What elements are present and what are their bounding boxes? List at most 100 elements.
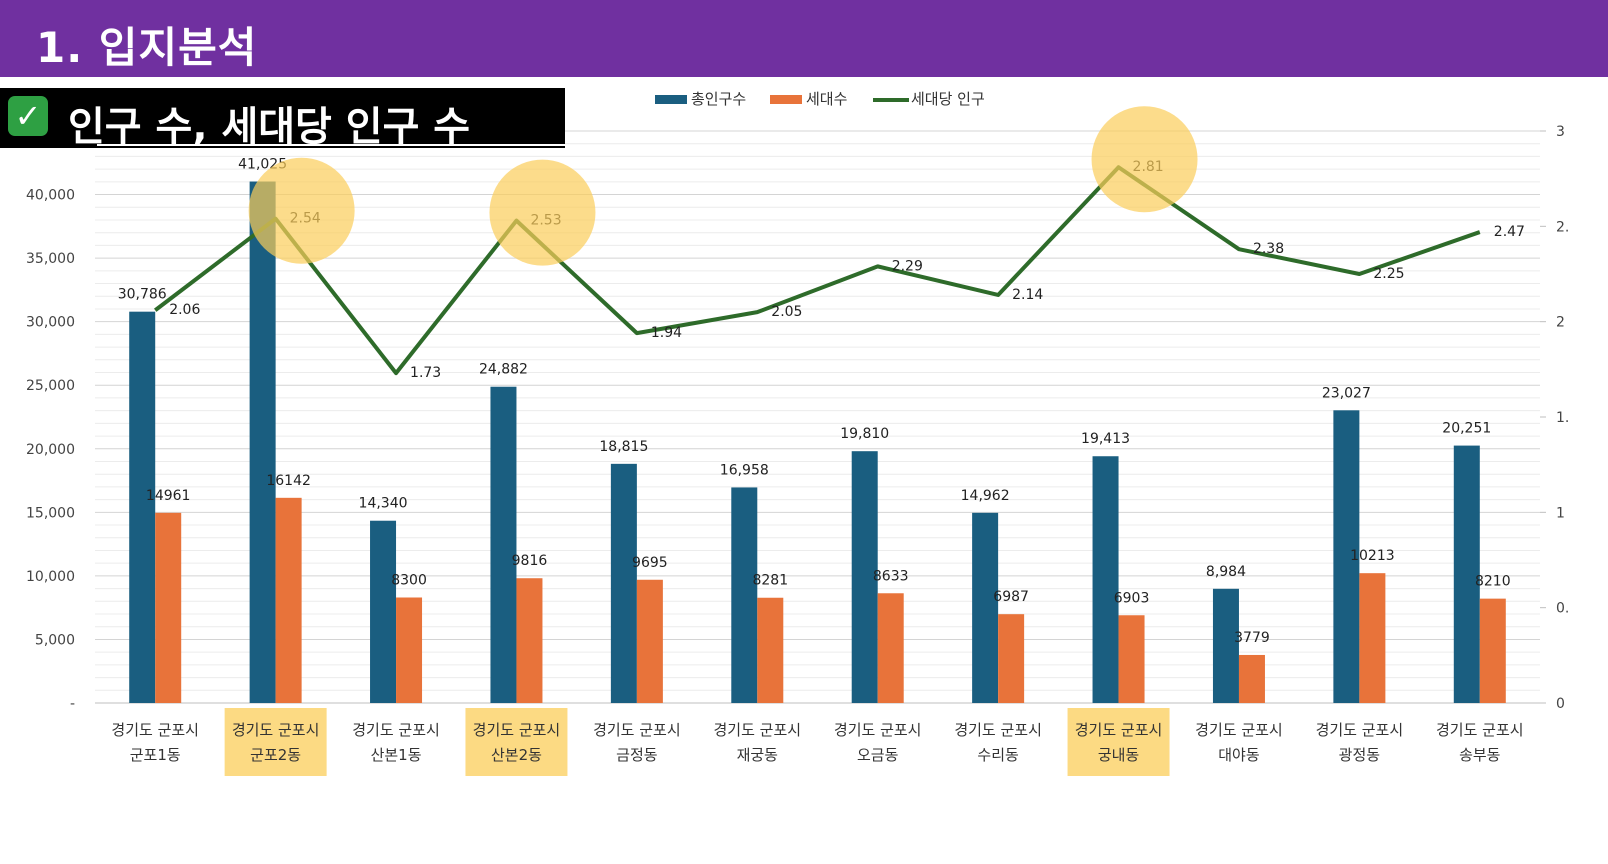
x-tick-label-region: 경기도 군포시: [232, 721, 320, 739]
bar-label-population: 19,413: [1081, 431, 1130, 447]
line-label-per-household: 1.73: [410, 365, 441, 381]
page-title: 1. 입지분석: [36, 23, 258, 72]
category-highlight-box: [1067, 708, 1170, 776]
x-tick-label-region: 경기도 군포시: [473, 721, 561, 739]
x-tick-label-region: 경기도 군포시: [954, 721, 1042, 739]
bar-population: [972, 512, 999, 703]
bar-label-population: 30,786: [118, 287, 167, 303]
x-tick-label-dong: 산본1동: [371, 746, 422, 764]
x-tick-label-region: 경기도 군포시: [1316, 721, 1404, 739]
legend-label-per-household: 세대당 인구: [911, 90, 985, 108]
bar-households: [1479, 598, 1506, 703]
line-label-per-household: 2.47: [1494, 224, 1525, 240]
bar-label-population: 18,815: [599, 439, 648, 455]
bar-households: [1238, 654, 1265, 703]
check-mark-icon: ✓: [8, 96, 48, 136]
bar-population: [1333, 410, 1360, 703]
bar-label-households: 8300: [391, 572, 427, 588]
bar-households: [636, 579, 663, 703]
line-label-per-household: 2.14: [1012, 287, 1043, 303]
y-right-tick-label: 3: [1556, 124, 1565, 140]
y-right-tick-label: 0.: [1556, 601, 1569, 617]
y-left-tick-label: 5,000: [35, 632, 75, 648]
line-label-per-household: 2.25: [1373, 266, 1404, 282]
bar-label-population: 23,027: [1322, 385, 1371, 401]
x-tick-label-region: 경기도 군포시: [1195, 721, 1283, 739]
bar-label-households: 9816: [512, 553, 548, 569]
x-tick-label-region: 경기도 군포시: [1436, 721, 1524, 739]
bar-label-population: 8,984: [1206, 564, 1246, 580]
x-tick-label-dong: 대야동: [1218, 746, 1260, 764]
bar-label-households: 8633: [873, 568, 909, 584]
x-tick-label-dong: 수리동: [977, 746, 1019, 764]
x-tick-label-dong: 재궁동: [737, 746, 779, 764]
bar-label-population: 14,962: [961, 488, 1010, 504]
bar-label-population: 14,340: [359, 496, 408, 512]
bar-population: [129, 311, 156, 703]
bar-label-population: 20,251: [1442, 421, 1491, 437]
y-right-tick-label: 0: [1556, 696, 1565, 712]
legend-swatch-population: [655, 95, 687, 104]
y-left-tick-label: 20,000: [26, 442, 75, 458]
legend-label-population: 총인구수: [691, 90, 747, 108]
subtitle-underline: [97, 144, 565, 146]
x-tick-label-region: 경기도 군포시: [714, 721, 802, 739]
category-highlight-box: [465, 708, 568, 776]
bar-households: [1118, 615, 1145, 703]
bar-label-households: 16142: [266, 473, 311, 489]
y-left-tick-label: 15,000: [26, 505, 75, 521]
y-left-tick-label: -: [70, 696, 75, 712]
bar-label-households: 6903: [1114, 590, 1150, 606]
y-right-tick-label: 1.: [1556, 410, 1569, 426]
bar-label-population: 24,882: [479, 362, 528, 378]
bar-population: [249, 181, 276, 703]
bar-population: [851, 451, 878, 703]
x-tick-label-dong: 군포2동: [250, 746, 301, 764]
line-per-household: [153, 165, 1481, 376]
bar-population: [1212, 588, 1239, 703]
highlight-circle: [489, 159, 596, 266]
x-tick-label-region: 경기도 군포시: [1075, 721, 1163, 739]
bar-population: [490, 386, 517, 703]
bar-label-households: 6987: [993, 589, 1029, 605]
bar-households: [1359, 573, 1386, 703]
bar-label-households: 10213: [1350, 548, 1395, 564]
x-tick-label-dong: 산본2동: [491, 746, 542, 764]
highlight-circle: [248, 157, 355, 264]
x-tick-label-region: 경기도 군포시: [834, 721, 922, 739]
subtitle-bar: ✓ 인구 수, 세대당 인구 수: [0, 88, 565, 150]
line-label-per-household: 2.05: [771, 304, 802, 320]
bar-label-households: 14961: [146, 488, 191, 504]
bar-population: [1453, 445, 1480, 703]
bar-households: [516, 578, 543, 703]
line-label-per-household: 2.38: [1253, 241, 1284, 257]
y-left-tick-label: 40,000: [26, 188, 75, 204]
legend-label-households: 세대수: [806, 90, 848, 108]
bar-label-households: 8281: [752, 573, 788, 589]
line-label-per-household: 2.06: [169, 302, 200, 318]
x-tick-label-dong: 광정동: [1339, 746, 1381, 764]
y-left-tick-label: 30,000: [26, 315, 75, 331]
legend-swatch-households: [770, 95, 802, 104]
x-tick-label-dong: 궁내동: [1098, 746, 1140, 764]
x-tick-label-dong: 송부동: [1459, 746, 1501, 764]
x-tick-label-region: 경기도 군포시: [352, 721, 440, 739]
bar-label-population: 19,810: [840, 426, 889, 442]
x-tick-label-dong: 오금동: [857, 746, 899, 764]
bar-label-households: 9695: [632, 555, 668, 571]
bar-households: [155, 512, 182, 703]
x-tick-label-dong: 금정동: [616, 746, 658, 764]
y-right-tick-label: 2: [1556, 315, 1565, 331]
header-bar: 1. 입지분석: [0, 0, 1608, 77]
x-tick-label-region: 경기도 군포시: [593, 721, 681, 739]
highlight-circle: [1091, 106, 1198, 213]
y-left-tick-label: 10,000: [26, 569, 75, 585]
y-left-tick-label: 35,000: [26, 251, 75, 267]
y-right-tick-label: 1: [1556, 505, 1565, 521]
bar-population: [1092, 456, 1119, 703]
bar-population: [370, 520, 397, 703]
bar-population: [731, 487, 758, 703]
bar-label-households: 8210: [1475, 574, 1511, 590]
bar-households: [396, 597, 423, 703]
